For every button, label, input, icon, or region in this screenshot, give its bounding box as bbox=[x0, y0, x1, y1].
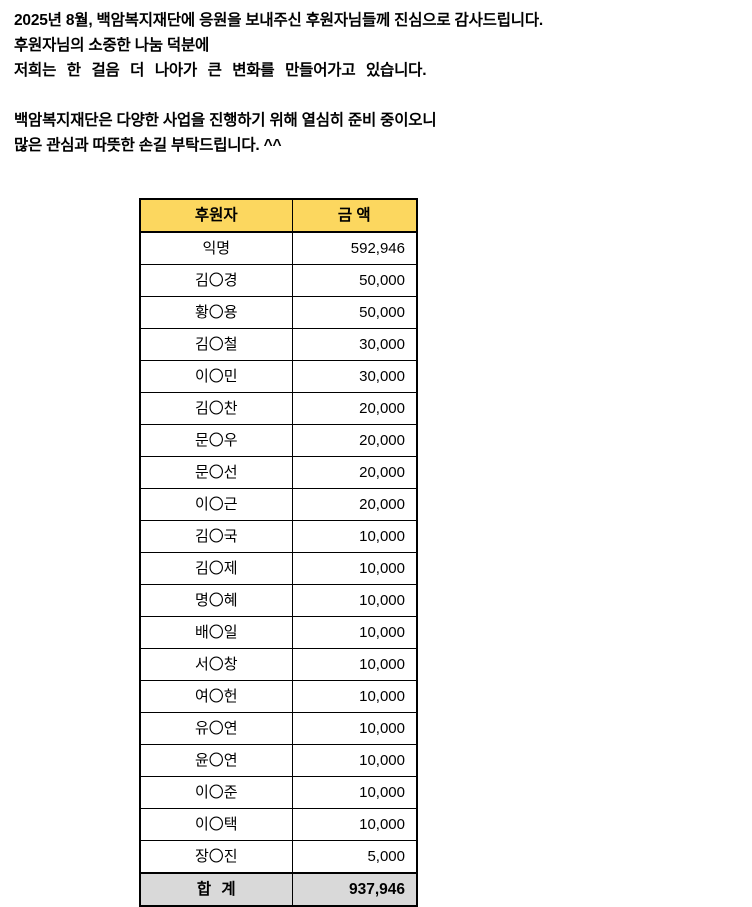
table-row: 익명 592,946 bbox=[139, 231, 418, 265]
donor-name-cell: 이〇준 bbox=[139, 776, 293, 809]
donation-amount-cell: 50,000 bbox=[291, 264, 418, 297]
donor-name-cell: 문〇선 bbox=[139, 456, 293, 489]
donation-amount-cell: 10,000 bbox=[291, 616, 418, 649]
table-row: 이〇근 20,000 bbox=[139, 488, 418, 521]
donor-name-cell: 윤〇연 bbox=[139, 744, 293, 777]
donation-table-container: 후원자 금 액 익명 592,946 김〇경 50,000 황〇용 50,000 김〇철 30… bbox=[139, 198, 418, 907]
donation-amount-cell: 10,000 bbox=[291, 744, 418, 777]
total-label-cell: 합 계 bbox=[139, 872, 293, 907]
donation-amount-cell: 30,000 bbox=[291, 328, 418, 361]
donor-name-cell: 이〇택 bbox=[139, 808, 293, 841]
donation-amount-cell: 50,000 bbox=[291, 296, 418, 329]
donor-name-cell: 김〇철 bbox=[139, 328, 293, 361]
donation-amount-cell: 10,000 bbox=[291, 712, 418, 745]
table-row: 황〇용 50,000 bbox=[139, 296, 418, 329]
table-row: 김〇국 10,000 bbox=[139, 520, 418, 553]
donor-name-cell: 김〇제 bbox=[139, 552, 293, 585]
donor-name-cell: 김〇찬 bbox=[139, 392, 293, 425]
table-row: 김〇경 50,000 bbox=[139, 264, 418, 297]
table-row: 이〇택 10,000 bbox=[139, 808, 418, 841]
table-header: 후원자 금 액 bbox=[139, 198, 418, 233]
donor-name-cell: 배〇일 bbox=[139, 616, 293, 649]
intro-message-block: 2025년 8월, 백암복지재단에 응원을 보내주신 후원자님들께 진심으로 감… bbox=[14, 8, 738, 158]
table-row: 여〇헌 10,000 bbox=[139, 680, 418, 713]
donor-name-cell: 익명 bbox=[139, 231, 293, 265]
table-row: 배〇일 10,000 bbox=[139, 616, 418, 649]
donation-amount-cell: 5,000 bbox=[291, 840, 418, 874]
donation-amount-cell: 10,000 bbox=[291, 808, 418, 841]
donor-name-cell: 여〇헌 bbox=[139, 680, 293, 713]
donation-amount-cell: 10,000 bbox=[291, 680, 418, 713]
donation-amount-cell: 20,000 bbox=[291, 424, 418, 457]
message-line: 백암복지재단은 다양한 사업을 진행하기 위해 열심히 준비 중이오니 bbox=[14, 112, 437, 129]
table-row: 문〇우 20,000 bbox=[139, 424, 418, 457]
table-row: 김〇찬 20,000 bbox=[139, 392, 418, 425]
column-header-amount: 금 액 bbox=[291, 198, 418, 233]
table-row: 명〇혜 10,000 bbox=[139, 584, 418, 617]
donation-amount-cell: 10,000 bbox=[291, 648, 418, 681]
column-header-donor: 후원자 bbox=[139, 198, 293, 233]
table-row: 유〇연 10,000 bbox=[139, 712, 418, 745]
message-line: 저희는 한 걸음 더 나아가 큰 변화를 만들어가고 있습니다. bbox=[14, 62, 427, 79]
donor-name-cell: 장〇진 bbox=[139, 840, 293, 874]
table-row: 서〇창 10,000 bbox=[139, 648, 418, 681]
donor-name-cell: 이〇민 bbox=[139, 360, 293, 393]
table-row: 장〇진 5,000 bbox=[139, 840, 418, 874]
table-row: 김〇철 30,000 bbox=[139, 328, 418, 361]
donation-amount-cell: 592,946 bbox=[291, 231, 418, 265]
donation-amount-cell: 10,000 bbox=[291, 520, 418, 553]
donation-amount-cell: 20,000 bbox=[291, 488, 418, 521]
table-row: 김〇제 10,000 bbox=[139, 552, 418, 585]
donor-name-cell: 황〇용 bbox=[139, 296, 293, 329]
donor-name-cell: 김〇경 bbox=[139, 264, 293, 297]
donation-amount-cell: 20,000 bbox=[291, 456, 418, 489]
message-line: 많은 관심과 따뜻한 손길 부탁드립니다. ^^ bbox=[14, 137, 282, 154]
table-row: 이〇준 10,000 bbox=[139, 776, 418, 809]
message-spacer bbox=[14, 83, 738, 108]
donor-name-cell: 유〇연 bbox=[139, 712, 293, 745]
donor-name-cell: 김〇국 bbox=[139, 520, 293, 553]
donor-name-cell: 이〇근 bbox=[139, 488, 293, 521]
donation-table: 후원자 금 액 익명 592,946 김〇경 50,000 황〇용 50,000 김〇철 30… bbox=[139, 198, 418, 907]
table-row: 이〇민 30,000 bbox=[139, 360, 418, 393]
donation-amount-cell: 10,000 bbox=[291, 552, 418, 585]
donation-amount-cell: 10,000 bbox=[291, 776, 418, 809]
table-total-row: 합 계 937,946 bbox=[139, 872, 418, 907]
donor-name-cell: 서〇창 bbox=[139, 648, 293, 681]
donation-amount-cell: 10,000 bbox=[291, 584, 418, 617]
message-line: 후원자님의 소중한 나눔 덕분에 bbox=[14, 37, 210, 54]
table-header-row: 후원자 금 액 bbox=[139, 198, 418, 233]
message-line: 2025년 8월, 백암복지재단에 응원을 보내주신 후원자님들께 진심으로 감… bbox=[14, 12, 543, 29]
total-amount-cell: 937,946 bbox=[291, 872, 418, 907]
table-row: 문〇선 20,000 bbox=[139, 456, 418, 489]
table-body: 익명 592,946 김〇경 50,000 황〇용 50,000 김〇철 30,000 이〇민 3… bbox=[139, 231, 418, 907]
table-row: 윤〇연 10,000 bbox=[139, 744, 418, 777]
donor-name-cell: 문〇우 bbox=[139, 424, 293, 457]
donation-amount-cell: 30,000 bbox=[291, 360, 418, 393]
donor-name-cell: 명〇혜 bbox=[139, 584, 293, 617]
donation-amount-cell: 20,000 bbox=[291, 392, 418, 425]
